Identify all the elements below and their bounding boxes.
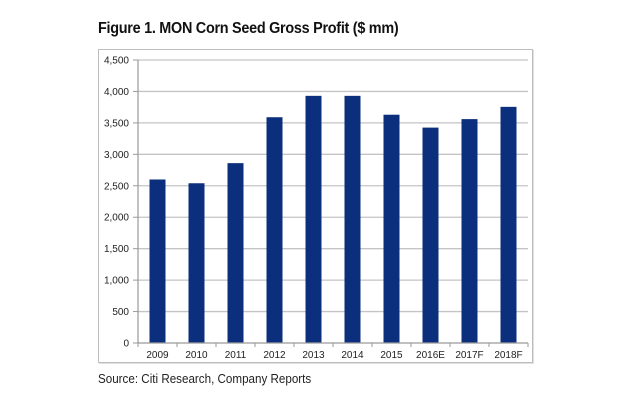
bar-2015 [383,114,400,343]
x-tick-label: 2016E [416,350,445,361]
y-tick-label: 3,500 [104,118,129,129]
y-tick-label: 2,500 [104,181,129,192]
chart-frame [98,49,533,363]
x-tick-label: 2011 [225,350,247,361]
x-tick-label: 2010 [185,350,208,361]
x-tick-label: 2013 [302,350,325,361]
x-tick-label: 2015 [380,350,403,361]
bar-2017F [461,119,478,343]
bar-2011 [227,163,244,343]
x-tick-label: 2014 [341,350,364,361]
y-tick-label: 3,000 [104,150,129,161]
bars [149,95,517,344]
x-tick-label: 2012 [263,350,286,361]
y-axis-ticks: 0 500 1,000 1,500 2,000 2,500 3,000 3,500 4,000 4… [104,56,138,350]
chart-title: Figure 1. MON Corn Seed Gross Profit ($ … [98,20,399,37]
bar-2013 [305,95,322,343]
y-tick-label: 500 [112,307,129,318]
y-tick-label: 4,500 [104,56,129,67]
y-tick-label: 1,000 [104,276,129,287]
y-tick-label: 2,000 [104,213,129,224]
x-tick-label: 2009 [146,350,169,361]
bar-2009 [149,179,166,343]
x-tick-label: 2018F [494,350,522,361]
x-axis-ticks: 2009 2010 2011 2012 2013 2014 2015 2016E 2017F 20… [137,343,529,361]
source-note: Source: Citi Research, Company Reports [98,372,312,386]
x-tick-label: 2017F [455,350,483,361]
bar-2012 [266,117,283,344]
bar-2010 [188,183,205,343]
y-tick-label: 1,500 [104,244,129,255]
y-tick-label: 0 [123,339,129,350]
bar-2018F [500,106,517,343]
bar-2016E [422,127,439,343]
bar-2014 [344,95,361,343]
y-tick-label: 4,000 [104,87,129,98]
